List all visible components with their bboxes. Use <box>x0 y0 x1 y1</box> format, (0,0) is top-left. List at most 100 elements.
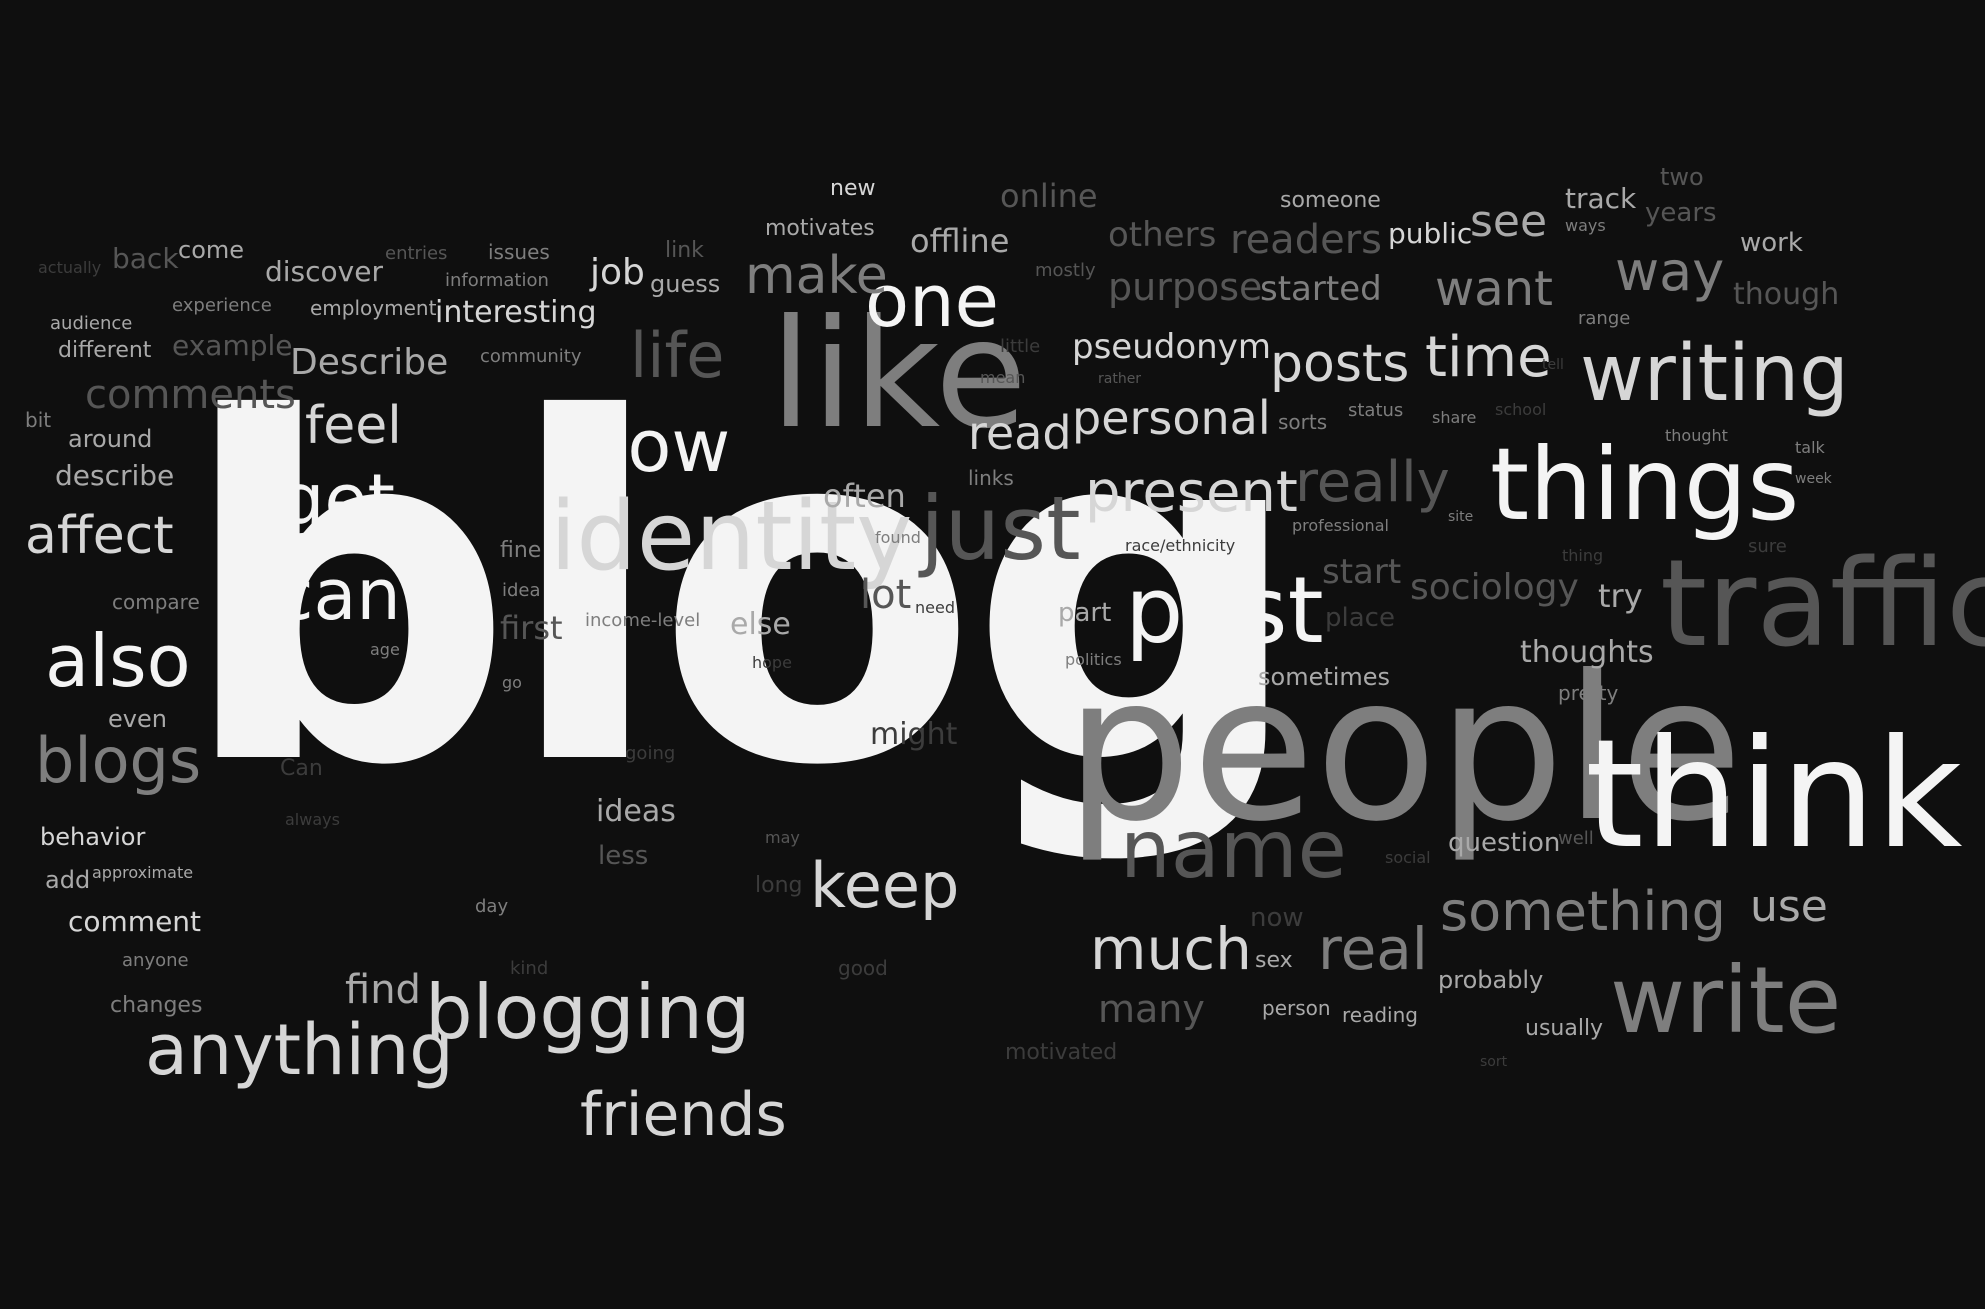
word-idea: idea <box>502 580 541 601</box>
word-now: now <box>1250 903 1304 933</box>
word-race-ethnicity: race/ethnicity <box>1125 536 1236 555</box>
word-offline: offline <box>910 222 1010 260</box>
word-community: community <box>480 346 582 367</box>
word-public: public <box>1388 217 1473 250</box>
word-behavior: behavior <box>40 823 146 851</box>
word-read: read <box>968 406 1072 460</box>
word-question: question <box>1448 828 1561 858</box>
word-talk: talk <box>1795 438 1825 457</box>
word-time: time <box>1425 325 1552 390</box>
word-long: long <box>755 873 803 898</box>
word-kind: kind <box>510 958 549 979</box>
word-around: around <box>68 425 153 453</box>
word-example: example <box>172 329 293 362</box>
word-know: know <box>540 404 731 488</box>
word-politics: politics <box>1065 650 1122 669</box>
word-employment: employment <box>310 296 437 320</box>
word-anyone: anyone <box>122 950 189 971</box>
word-someone: someone <box>1280 188 1381 213</box>
word-person: person <box>1262 996 1331 1020</box>
word-reading: reading <box>1342 1003 1418 1027</box>
word-audience: audience <box>50 313 133 334</box>
word-week: week <box>1795 471 1832 487</box>
word-thing: thing <box>1562 546 1604 565</box>
word-also: also <box>45 619 191 703</box>
word-thoughts: thoughts <box>1520 635 1654 670</box>
word-find: find <box>345 967 421 1013</box>
word-tell: tell <box>1542 357 1564 373</box>
word-age: age <box>370 640 400 659</box>
word-something: something <box>1440 880 1726 943</box>
word-link: link <box>665 238 704 263</box>
word-present: present <box>1085 460 1298 525</box>
word-often: often <box>823 477 906 515</box>
word-two: two <box>1660 163 1704 191</box>
word-just: just <box>920 477 1081 580</box>
word-day: day <box>475 896 509 917</box>
word-purpose: purpose <box>1108 265 1263 309</box>
word-school: school <box>1495 400 1547 419</box>
word-might: might <box>870 717 958 752</box>
word-life: life <box>630 319 725 392</box>
word-part: part <box>1058 598 1112 628</box>
word-job: job <box>590 252 645 293</box>
word-traffic: traffic <box>1660 535 1985 674</box>
word-interesting: interesting <box>435 295 597 330</box>
word-place: place <box>1325 603 1395 633</box>
word-first: first <box>500 609 563 647</box>
word-always: always <box>285 810 340 829</box>
word-describe-cap: Describe <box>290 342 449 383</box>
word-social: social <box>1385 848 1431 867</box>
word-sociology: sociology <box>1410 567 1579 608</box>
word-sometimes: sometimes <box>1258 663 1391 691</box>
word-compare: compare <box>112 590 200 614</box>
word-professional: professional <box>1292 516 1389 535</box>
word-real: real <box>1318 915 1428 983</box>
word-mostly: mostly <box>1035 260 1096 281</box>
word-mean: mean <box>980 368 1026 387</box>
word-else: else <box>730 607 791 642</box>
word-different: different <box>58 338 152 363</box>
word-range: range <box>1578 308 1631 329</box>
word-identity: identity <box>550 482 913 592</box>
word-even: even <box>108 705 167 733</box>
word-thought: thought <box>1665 426 1728 445</box>
word-readers: readers <box>1230 217 1382 263</box>
word-found: found <box>875 528 921 547</box>
word-well: well <box>1558 828 1594 849</box>
word-less: less <box>598 841 649 871</box>
word-others: others <box>1108 215 1217 255</box>
word-good: good <box>838 956 888 980</box>
word-blog: blog <box>178 321 1305 868</box>
word-hope: hope <box>752 653 792 672</box>
word-experience: experience <box>172 295 272 316</box>
word-online: online <box>1000 177 1098 215</box>
word-status: status <box>1348 400 1404 421</box>
word-sex: sex <box>1255 948 1293 973</box>
word-comments: comments <box>85 372 296 418</box>
word-way: way <box>1615 240 1725 303</box>
word-started: started <box>1260 269 1382 309</box>
word-entries: entries <box>385 243 448 264</box>
word-blogging: blogging <box>425 968 751 1056</box>
word-rather: rather <box>1098 371 1142 387</box>
word-see: see <box>1470 196 1548 247</box>
word-motivated: motivated <box>1005 1040 1118 1065</box>
word-personal: personal <box>1072 391 1271 445</box>
word-sort: sort <box>1480 1054 1508 1070</box>
word-site: site <box>1448 509 1474 525</box>
word-information: information <box>445 270 549 291</box>
word-share: share <box>1432 408 1477 427</box>
word-writing: writing <box>1580 329 1849 419</box>
word-fine: fine <box>500 538 542 563</box>
word-sure: sure <box>1748 536 1787 557</box>
word-can-small: Can <box>280 756 323 781</box>
word-pretty: pretty <box>1558 681 1619 705</box>
word-things: things <box>1490 426 1800 543</box>
word-think: think <box>1585 708 1963 882</box>
word-links: links <box>968 466 1014 490</box>
word-bit: bit <box>25 408 52 432</box>
word-want: want <box>1435 261 1553 317</box>
word-describe: describe <box>55 459 175 492</box>
word-years: years <box>1645 198 1717 228</box>
